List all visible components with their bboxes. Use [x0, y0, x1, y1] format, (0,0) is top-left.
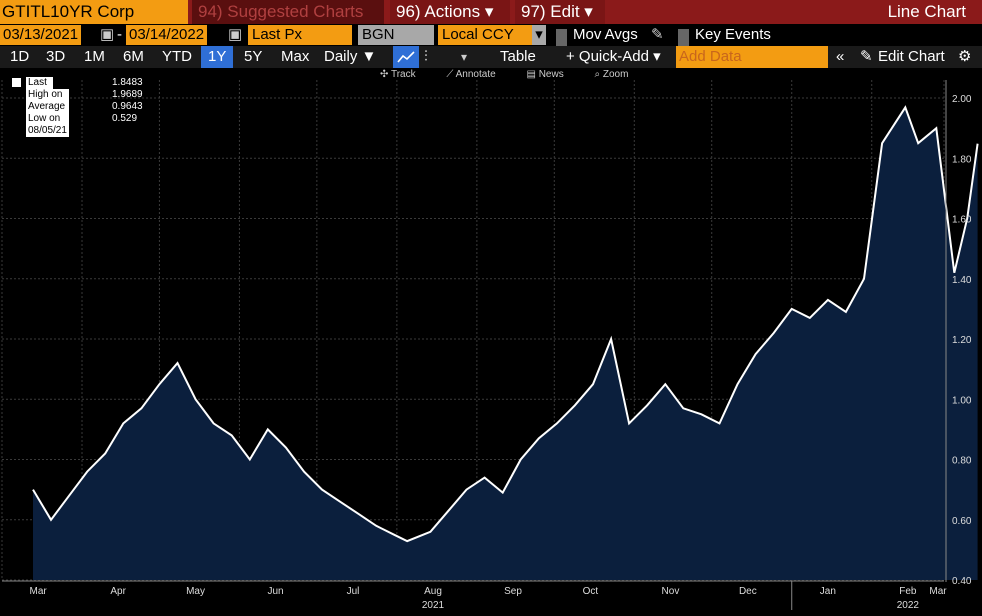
tool-news[interactable]: ▤ News [526, 69, 564, 80]
y-tick-label: 2.00 [952, 94, 972, 105]
tool-zoom-label: Zoom [602, 69, 629, 80]
y-axis: 0.40 0.60 0.80 1.00 1.20 1.40 1.60 1.80 2.00 [945, 80, 972, 587]
x-tick-label: May [186, 586, 205, 597]
y-tick-label: 0.60 [952, 516, 972, 527]
y-tick-label: 1.80 [952, 154, 972, 165]
line-chart-icon-glyph [397, 51, 415, 63]
legend-label: Low on 08/05/21 [26, 113, 69, 137]
y-tick-label: 0.80 [952, 456, 972, 467]
chevron-down-icon[interactable]: ▾ [532, 25, 546, 45]
start-date-input[interactable]: 03/13/2021 [0, 25, 82, 45]
legend-label: Average [26, 101, 68, 113]
tool-zoom[interactable]: ⌕ Zoom [594, 69, 629, 80]
line-chart-icon[interactable] [393, 46, 419, 68]
year-label: 2022 [897, 600, 920, 611]
calendar-icon[interactable]: ▣ [100, 26, 115, 43]
candlestick-icon[interactable]: ⫶ [424, 48, 428, 65]
legend-value: 0.9643 [112, 101, 143, 112]
mov-avgs-label: Mov Avgs [573, 26, 638, 43]
x-tick-label: Jun [268, 586, 284, 597]
tool-annotate[interactable]: ⟋ Annotate [446, 69, 496, 80]
y-tick-label: 1.00 [952, 395, 972, 406]
edit-menu[interactable]: 97) Edit ▾ [515, 0, 605, 24]
legend-value: 1.8483 [112, 77, 143, 88]
y-tick-label: 1.40 [952, 275, 972, 286]
date-controls: 03/13/2021 ▣ - 03/14/2022 ▣ Last Px BGN … [0, 25, 982, 49]
tool-track-label: Track [390, 69, 416, 80]
period-1m[interactable]: 1M [84, 48, 105, 65]
y-tick-label: 0.40 [952, 576, 972, 587]
chart-tools: ✣ Track ⟋ Annotate ▤ News ⌕ Zoom [380, 69, 656, 83]
period-1d[interactable]: 1D [10, 48, 30, 65]
legend-value: 0.529 [112, 113, 138, 124]
key-events-checkbox[interactable] [678, 29, 689, 49]
y-tick-label: 1.60 [952, 215, 972, 226]
x-axis: Mar Apr May Jun Jul Aug Sep Oct Nov Dec Jan Feb Mar 2… [2, 580, 947, 611]
edit-chart-button[interactable]: Edit Chart [878, 48, 945, 65]
calendar-icon[interactable]: ▣ [228, 26, 243, 43]
field-select[interactable]: Last Px [248, 25, 352, 45]
ticker-field[interactable]: GTITL10YR Corp [0, 0, 188, 24]
price-line [32, 105, 979, 543]
year-label: 2021 [422, 600, 445, 611]
x-tick-label: Mar [929, 586, 947, 597]
tool-annotate-label: Annotate [455, 69, 496, 80]
currency-select[interactable]: Local CCY [438, 25, 532, 45]
quick-add-button[interactable]: + Quick-Add ▾ [566, 48, 661, 65]
pencil-icon[interactable]: ✎ [651, 26, 664, 43]
table-button[interactable]: Table [500, 48, 536, 65]
x-tick-label: Dec [739, 586, 757, 597]
actions-menu[interactable]: 96) Actions ▾ [390, 0, 510, 24]
legend-value: 1.9689 [112, 89, 143, 100]
source-field[interactable]: BGN [358, 25, 434, 45]
x-tick-label: Sep [504, 586, 522, 597]
period-6m[interactable]: 6M [123, 48, 144, 65]
end-date-input[interactable]: 03/14/2022 [126, 25, 208, 45]
tool-news-label: News [538, 69, 564, 80]
x-tick-label: Feb [899, 586, 917, 597]
period-1y[interactable]: 1Y [201, 46, 234, 68]
price-area [33, 107, 978, 581]
tool-track[interactable]: ✣ Track [380, 69, 416, 80]
legend-swatch [12, 78, 21, 87]
chart-type-title: Line Chart [887, 2, 966, 21]
date-separator: - [117, 26, 122, 43]
period-3d[interactable]: 3D [46, 48, 66, 65]
gear-icon[interactable]: ⚙ [958, 48, 972, 65]
collapse-icon[interactable]: « [836, 48, 845, 65]
x-tick-label: Jan [820, 586, 836, 597]
period-ytd[interactable]: YTD [162, 48, 192, 65]
x-tick-label: Nov [662, 586, 680, 597]
y-tick-label: 1.20 [952, 335, 972, 346]
x-tick-label: Aug [424, 586, 442, 597]
add-data-input[interactable]: Add Data [676, 46, 828, 68]
top-toolbar: GTITL10YR Corp 94) Suggested Charts 96) … [0, 0, 982, 24]
pencil-icon[interactable]: ✎ [860, 48, 873, 65]
period-toolbar: 1D 3D 1M 6M YTD 1Y 5Y Max Daily ▼ ⫶ ▾ Ta… [0, 46, 982, 68]
x-tick-label: Oct [583, 586, 599, 597]
period-max[interactable]: Max [281, 48, 310, 65]
chevron-down-icon[interactable]: ▾ [461, 50, 468, 64]
suggested-charts-menu[interactable]: 94) Suggested Charts [192, 0, 384, 24]
x-tick-label: Jul [347, 586, 360, 597]
frequency-select[interactable]: Daily ▼ [324, 48, 377, 65]
key-events-label: Key Events [695, 26, 771, 43]
x-tick-label: Apr [110, 586, 126, 597]
mov-avgs-checkbox[interactable] [556, 29, 567, 49]
x-tick-label: Mar [30, 586, 48, 597]
period-5y[interactable]: 5Y [244, 48, 263, 65]
